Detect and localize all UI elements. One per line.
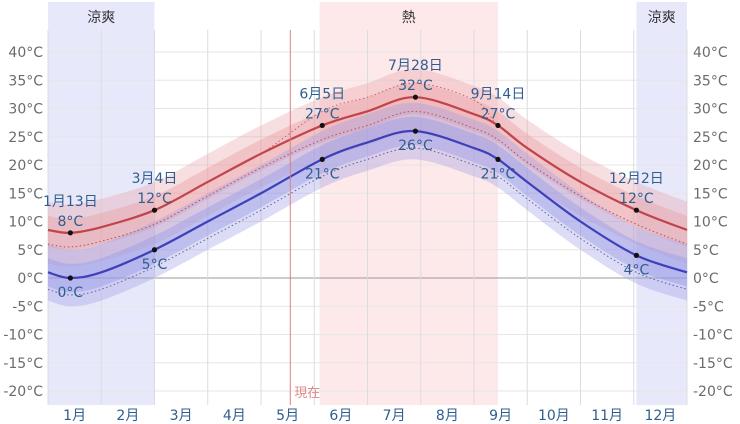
annotation-value: 21°C (305, 166, 340, 182)
annotation-date: 6月5日 (299, 86, 345, 102)
now-marker: 現在 (289, 30, 320, 405)
x-tick-label: 7月 (383, 408, 406, 424)
season-band (636, 2, 687, 405)
annotation-dot (495, 122, 501, 129)
annotation-date: 3月4日 (132, 171, 178, 187)
y-tick-label: 30°C (8, 102, 43, 118)
annotation-dot (151, 207, 158, 213)
low-temp-line (47, 129, 688, 280)
annotation-dot (633, 252, 640, 258)
y-tick-label: -20°C (3, 384, 43, 400)
annotation-dot (319, 122, 325, 129)
annotation-value: 27°C (481, 106, 516, 122)
y-axis-right: 40°C 35°C 30°C 25°C 20°C 15°C 10°C 5°C 0°C -5°C -1… (693, 45, 733, 400)
annotation-value: 32°C (398, 78, 433, 94)
y-tick-label: 10°C (8, 215, 43, 231)
y-tick-label: 0°C (693, 271, 719, 287)
y-tick-label: 25°C (8, 130, 43, 146)
y-tick-label: -5°C (12, 299, 43, 315)
y-tick-label: 15°C (8, 186, 43, 202)
y-tick-label: -20°C (693, 384, 733, 400)
annotation-dot (319, 156, 325, 162)
x-tick-label: 9月 (489, 408, 512, 424)
season-band (319, 2, 498, 405)
annotation-value: 5°C (142, 257, 168, 273)
annotation-value: 8°C (58, 214, 84, 230)
x-tick-label: 12月 (644, 408, 676, 424)
annotation-dot (633, 207, 640, 213)
y-tick-label: 15°C (693, 186, 728, 202)
x-tick-label: 11月 (591, 408, 623, 424)
annotation-dot (495, 156, 501, 162)
season-band-label: 涼爽 (648, 10, 676, 26)
annotation-date: 12月2日 (609, 171, 664, 187)
y-tick-label: 30°C (693, 102, 728, 118)
x-tick-label: 8月 (436, 408, 459, 424)
x-tick-label: 5月 (276, 408, 299, 424)
y-tick-label: -5°C (693, 299, 724, 315)
annotation-value: 26°C (398, 138, 433, 154)
y-tick-label: 20°C (693, 158, 728, 174)
annotation-dot (412, 128, 419, 134)
annotation-value: 12°C (619, 191, 654, 207)
high-temp-line (47, 96, 688, 234)
x-tick-label: 4月 (223, 408, 246, 424)
x-tick-label: 1月 (63, 408, 86, 424)
annotation-value: 27°C (305, 106, 340, 122)
annotations: 1月13日 8°C 0°C 3月4日 12°C 5°C 6月5日 27°C 21°C 7月28日 3… (43, 58, 664, 301)
x-axis: 1月 2月 3月 4月 5月 6月 7月 8月 9月 10月 11月 12月 (63, 408, 676, 424)
x-tick-label: 2月 (116, 408, 139, 424)
annotation-dot (67, 275, 73, 281)
annotation-value: 0°C (58, 285, 84, 301)
y-tick-label: -10°C (3, 328, 43, 344)
y-tick-label: 20°C (8, 158, 43, 174)
y-tick-label: 35°C (693, 73, 728, 89)
y-tick-label: 0°C (17, 271, 43, 287)
annotation-value: 21°C (481, 166, 516, 182)
x-tick-label: 3月 (170, 408, 193, 424)
annotation-date: 9月14日 (471, 86, 526, 102)
x-tick-label: 10月 (538, 408, 570, 424)
y-tick-label: -15°C (3, 356, 43, 372)
y-tick-label: -10°C (693, 328, 733, 344)
grid-lines (47, 30, 688, 405)
annotation-dot (151, 247, 158, 253)
temperature-lines (47, 82, 688, 296)
y-axis-left: 40°C 35°C 30°C 25°C 20°C 15°C 10°C 5°C 0°C -5°C -1… (3, 45, 43, 400)
annotation-date: 1月13日 (43, 194, 98, 210)
season-band-label: 熱 (402, 10, 416, 26)
annotation-value: 12°C (137, 191, 172, 207)
y-tick-label: 40°C (8, 45, 43, 61)
y-tick-label: 5°C (693, 243, 719, 259)
x-tick-label: 6月 (329, 408, 352, 424)
y-tick-label: 40°C (693, 45, 728, 61)
annotation-dot (412, 94, 419, 100)
y-tick-label: 10°C (693, 215, 728, 231)
annotation-dot (67, 230, 73, 236)
annotation-value: 4°C (624, 262, 650, 278)
y-tick-label: 25°C (693, 130, 728, 146)
y-tick-label: 35°C (8, 73, 43, 89)
season-band-label: 涼爽 (87, 10, 115, 26)
y-tick-label: 5°C (17, 243, 43, 259)
annotation-date: 7月28日 (388, 58, 443, 74)
y-tick-label: -15°C (693, 356, 733, 372)
now-label: 現在 (294, 386, 320, 401)
